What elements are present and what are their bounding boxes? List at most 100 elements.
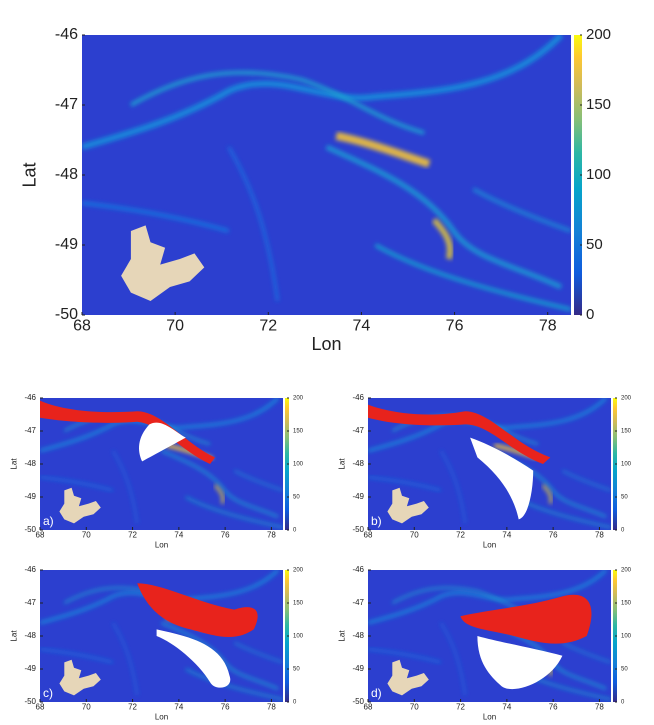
colorbar-tick-label: 0 [293, 700, 297, 706]
x-tick-label: 72 [456, 703, 465, 712]
x-tick-label: 78 [595, 531, 604, 540]
y-tick-label: -50 [24, 525, 36, 534]
y-tick-label: -48 [24, 459, 36, 468]
panel-label: a) [43, 514, 54, 528]
colorbar-tick-label: 100 [621, 462, 632, 468]
tracer-patch [470, 437, 534, 520]
x-tick-label: 78 [539, 317, 557, 334]
y-tick-label: -49 [352, 492, 364, 501]
y-axis-label: Lat [338, 630, 347, 642]
field-streak [213, 484, 225, 505]
field-streak [368, 648, 442, 664]
x-axis-label: Lon [483, 712, 496, 721]
x-tick-label: 78 [595, 703, 604, 712]
y-tick-label: -47 [55, 96, 78, 113]
x-tick-label: 68 [364, 531, 373, 540]
colorbar-tick-label: 100 [293, 462, 304, 468]
y-tick-label: -46 [24, 393, 36, 402]
island [387, 487, 429, 524]
field-streak [129, 70, 425, 135]
x-tick-label: 68 [36, 703, 45, 712]
colorbar-tick-label: 150 [621, 601, 632, 607]
x-tick-label: 68 [364, 703, 373, 712]
field-streak [561, 641, 611, 664]
y-axis-label: Lat [10, 630, 19, 642]
x-tick-label: 68 [73, 317, 91, 334]
y-tick-label: -47 [24, 598, 36, 607]
y-tick-label: -48 [352, 459, 364, 468]
y-tick-label: -47 [352, 426, 364, 435]
field [368, 398, 611, 530]
x-tick-label: 74 [353, 317, 371, 334]
field-streak [185, 668, 283, 701]
colorbar-tick-label: 200 [621, 396, 632, 402]
colorbar-tick-label: 100 [621, 634, 632, 640]
field-streak [368, 476, 442, 492]
x-tick-label: 72 [456, 531, 465, 540]
y-tick-label: -48 [24, 631, 36, 640]
field-streak [233, 641, 283, 664]
field-streak [112, 450, 138, 524]
x-tick-label: 74 [174, 703, 183, 712]
x-axis-label: Lon [483, 540, 496, 549]
field-streak [233, 469, 283, 492]
colorbar-tick-label: 50 [293, 495, 300, 501]
x-tick-label: 76 [221, 531, 230, 540]
x-tick-label: 70 [410, 703, 419, 712]
field-streak [82, 201, 230, 233]
colorbar-tick-label: 50 [293, 667, 300, 673]
colorbar-tick-label: 200 [621, 568, 632, 574]
colorbar-tick-label: 0 [621, 700, 625, 706]
panel-label: d) [371, 686, 382, 700]
y-axis-label: Lat [10, 458, 19, 470]
x-tick-label: 72 [259, 317, 277, 334]
x-tick-label: 74 [502, 531, 511, 540]
field-streak [227, 146, 280, 302]
tracer-patch [139, 422, 186, 462]
x-tick-label: 74 [174, 531, 183, 540]
panel: 68 70 72 74 76 78 -50 -49 -48 -47 -46 Lon Lat 0 50 100 1… [338, 393, 632, 549]
y-tick-label: -49 [55, 236, 78, 253]
island [387, 659, 429, 696]
colorbar-tick-label: 0 [586, 306, 594, 323]
field-streak [440, 622, 466, 696]
field-streak [112, 622, 138, 696]
field [82, 35, 571, 315]
field-streak [561, 469, 611, 492]
x-axis-label: Lon [155, 712, 168, 721]
tracer-patch [477, 636, 563, 690]
colorbar-tick-label: 50 [586, 236, 603, 253]
y-tick-label: -48 [352, 631, 364, 640]
x-tick-label: 70 [82, 703, 91, 712]
panel: 68 70 72 74 76 78 -50 -49 -48 -47 -46 Lon Lat 0 50 100 1… [20, 26, 611, 354]
y-tick-label: -46 [352, 393, 364, 402]
field [40, 398, 283, 530]
y-tick-label: -50 [55, 306, 78, 323]
x-tick-label: 78 [267, 531, 276, 540]
island [121, 225, 205, 301]
colorbar-tick-label: 200 [586, 26, 611, 43]
panel: 68 70 72 74 76 78 -50 -49 -48 -47 -46 Lon Lat 0 50 100 1… [10, 393, 304, 549]
tracer-patch [156, 629, 231, 688]
field-streak [161, 621, 279, 690]
tracer-patch [460, 594, 592, 644]
panel-label: c) [43, 686, 53, 700]
colorbar-tick-label: 150 [621, 429, 632, 435]
y-axis-label: Lat [338, 458, 347, 470]
field-streak [431, 217, 453, 260]
y-axis-label: Lat [20, 162, 40, 187]
field-streak [40, 648, 114, 664]
colorbar-tick-label: 200 [293, 568, 304, 574]
x-tick-label: 78 [267, 703, 276, 712]
y-tick-label: -47 [24, 426, 36, 435]
y-tick-label: -50 [24, 697, 36, 706]
field-streak [161, 449, 279, 518]
panel: 68 70 72 74 76 78 -50 -49 -48 -47 -46 Lon Lat 0 50 100 1… [338, 565, 632, 721]
x-axis-label: Lon [155, 540, 168, 549]
colorbar-tick-label: 150 [293, 601, 304, 607]
panel-label: b) [371, 514, 382, 528]
island [59, 487, 101, 524]
panel: 68 70 72 74 76 78 -50 -49 -48 -47 -46 Lon Lat 0 50 100 1… [10, 565, 304, 721]
x-tick-label: 74 [502, 703, 511, 712]
